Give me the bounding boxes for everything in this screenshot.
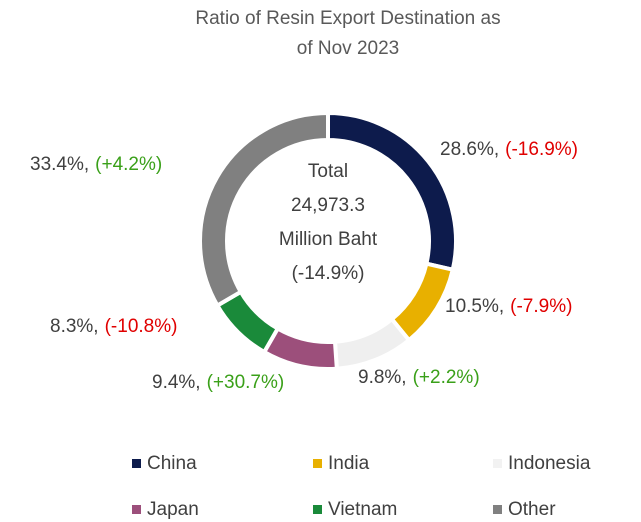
- data-label: 10.5%, (-7.9%): [445, 296, 572, 317]
- data-label: 28.6%, (-16.9%): [440, 139, 578, 160]
- legend-swatch: [313, 505, 322, 514]
- legend-label: Indonesia: [508, 453, 591, 474]
- legend-swatch: [493, 459, 502, 468]
- value-label: 9.8%,: [358, 367, 407, 388]
- legend-label: Vietnam: [328, 499, 397, 520]
- change-label: (-7.9%): [510, 296, 572, 317]
- data-label: 9.8%, (+2.2%): [358, 367, 480, 388]
- legend-label: Japan: [147, 499, 199, 520]
- change-label: (+4.2%): [95, 154, 162, 175]
- legend-label: India: [328, 453, 370, 474]
- change-label: (+2.2%): [413, 367, 480, 388]
- chart-title: Ratio of Resin Export Destination as of …: [195, 8, 501, 59]
- change-label: (-10.8%): [105, 316, 178, 337]
- center-text: Million Baht: [279, 229, 378, 250]
- legend-swatch: [493, 505, 502, 514]
- value-label: 9.4%,: [152, 372, 201, 393]
- center-change: (-14.9%): [292, 263, 365, 284]
- legend-swatch: [132, 459, 141, 468]
- value-label: 28.6%,: [440, 139, 499, 160]
- legend-swatch: [313, 459, 322, 468]
- center-text: Total: [308, 161, 348, 182]
- donut-segment: [198, 110, 330, 309]
- center-text: 24,973.3: [291, 195, 365, 216]
- donut-segment: [332, 316, 412, 371]
- value-label: 10.5%,: [445, 296, 504, 317]
- legend-swatch: [132, 505, 141, 514]
- legend-label: Other: [508, 499, 556, 520]
- change-label: (+30.7%): [207, 372, 285, 393]
- value-label: 33.4%,: [30, 154, 89, 175]
- change-label: (-16.9%): [505, 139, 578, 160]
- data-label: 8.3%, (-10.8%): [50, 316, 177, 337]
- legend-label: China: [147, 453, 197, 474]
- value-label: 8.3%,: [50, 316, 99, 337]
- data-label: 33.4%, (+4.2%): [30, 154, 162, 175]
- data-label: 9.4%, (+30.7%): [152, 372, 284, 393]
